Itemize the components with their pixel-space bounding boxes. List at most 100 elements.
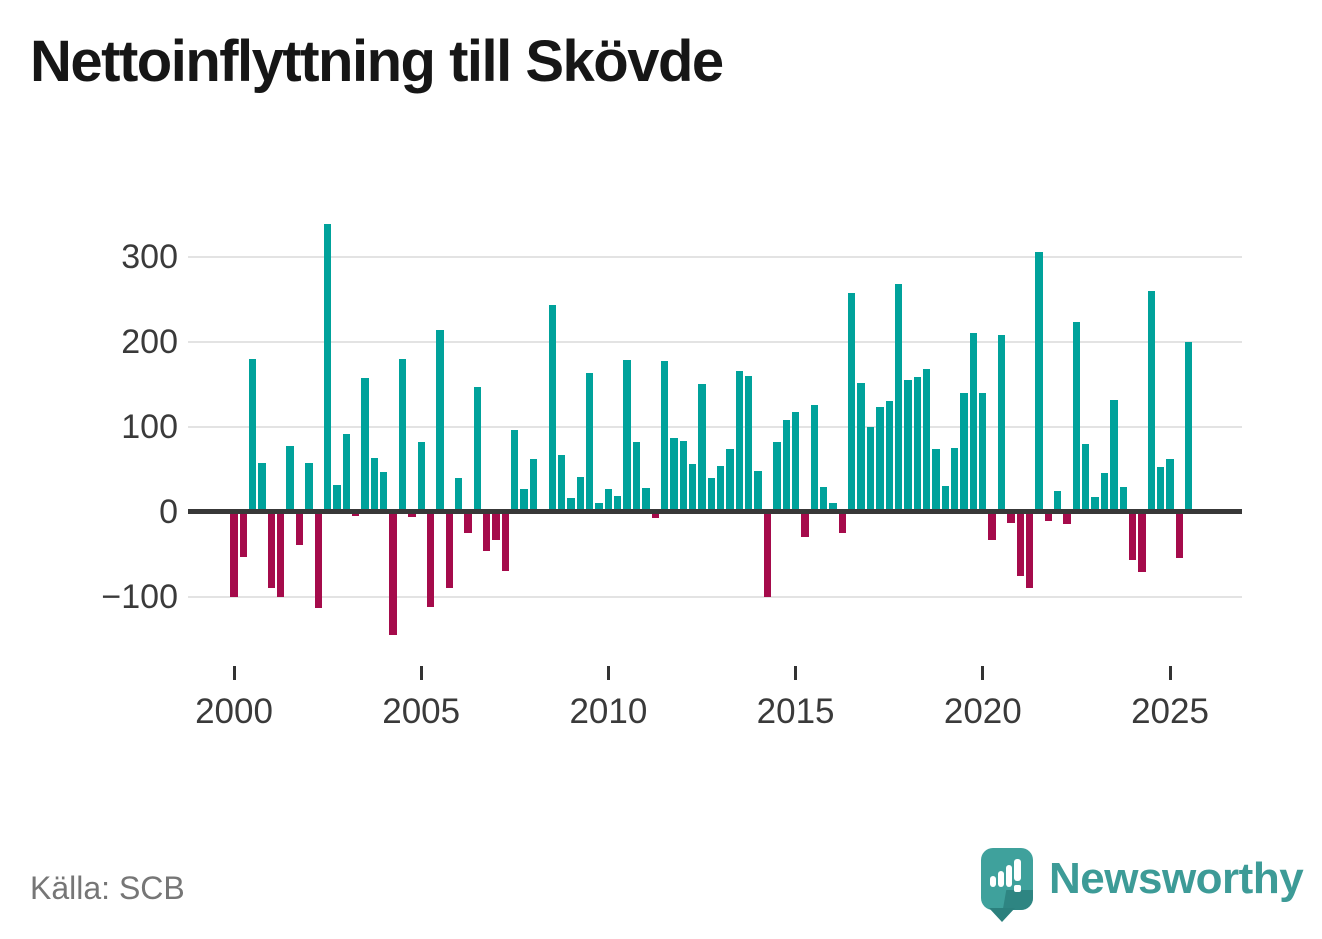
newsworthy-bubble-icon — [981, 848, 1033, 922]
bar — [1063, 511, 1071, 525]
x-axis-label: 2015 — [756, 692, 835, 731]
gridline-y-100 — [188, 595, 1242, 598]
bar — [1100, 473, 1109, 512]
bar — [333, 485, 341, 512]
bar — [1128, 511, 1137, 560]
bar — [501, 511, 510, 571]
bar — [857, 383, 865, 512]
bar — [698, 384, 706, 512]
x-axis-tick — [232, 666, 236, 680]
bar — [1007, 511, 1015, 524]
bar — [604, 489, 613, 512]
bar — [286, 446, 294, 512]
gridline-y200 — [188, 340, 1242, 343]
bar — [735, 371, 744, 512]
bar — [894, 283, 903, 512]
x-axis-tick — [794, 666, 798, 680]
bar — [848, 293, 856, 512]
bar — [520, 488, 528, 512]
exclamation-icon — [1014, 859, 1021, 881]
bar — [726, 449, 734, 512]
bar — [398, 358, 407, 512]
bar — [492, 511, 500, 540]
bar — [454, 477, 463, 512]
bar — [389, 511, 397, 635]
bar — [436, 330, 444, 512]
bar — [445, 511, 453, 588]
bar — [979, 392, 987, 512]
bar — [249, 358, 257, 512]
bar — [1110, 400, 1118, 512]
bar — [997, 334, 1006, 512]
bar — [1185, 341, 1193, 512]
bar — [885, 401, 893, 512]
x-axis-tick — [1168, 666, 1172, 680]
bar — [1035, 252, 1043, 512]
bar — [1082, 443, 1090, 512]
brand-name: Newsworthy — [1049, 854, 1304, 903]
bar — [960, 392, 968, 512]
x-axis-label: 2025 — [1131, 692, 1209, 731]
bar — [670, 437, 678, 512]
bar — [529, 458, 538, 512]
bar — [951, 447, 959, 512]
bar — [305, 463, 313, 512]
bar — [819, 486, 828, 512]
bar — [1091, 497, 1099, 512]
bar — [230, 511, 238, 597]
bar — [473, 386, 482, 512]
bar — [408, 511, 416, 518]
bar — [988, 511, 996, 540]
bar — [922, 368, 931, 512]
bar — [370, 457, 379, 512]
bar — [1025, 511, 1034, 588]
bar — [1175, 511, 1184, 559]
bar — [511, 429, 519, 512]
y-axis-label: 0 — [159, 492, 178, 531]
bar — [323, 224, 332, 512]
gridline-y100 — [188, 425, 1242, 428]
bar — [239, 511, 248, 557]
bar — [380, 471, 388, 512]
bar — [876, 406, 884, 512]
bar — [1147, 290, 1155, 512]
bar — [576, 476, 584, 512]
y-axis-label: 100 — [121, 407, 178, 446]
gridline-y300 — [188, 255, 1242, 258]
y-axis-label: −100 — [101, 577, 178, 616]
bar — [614, 496, 622, 512]
bar — [838, 511, 847, 533]
chart-title: Nettoinflyttning till Skövde — [30, 29, 724, 94]
bar — [941, 486, 950, 512]
bar — [342, 434, 350, 512]
bar — [763, 511, 772, 597]
bar — [782, 419, 790, 512]
bar — [295, 511, 304, 545]
bar — [1016, 511, 1024, 577]
source-note: Källa: SCB — [30, 870, 185, 906]
bar — [904, 379, 912, 512]
y-axis-label: 200 — [121, 322, 178, 361]
zero-baseline — [188, 509, 1242, 514]
bar — [801, 511, 809, 537]
y-axis-label: 300 — [121, 237, 178, 276]
bar — [483, 511, 491, 551]
x-axis-tick — [981, 666, 985, 680]
bar — [567, 497, 575, 512]
bar — [754, 470, 762, 512]
bar — [417, 441, 425, 512]
bar — [267, 511, 276, 588]
bar — [1166, 458, 1174, 512]
bar — [595, 503, 603, 512]
bar — [1072, 321, 1081, 512]
x-axis-tick — [606, 666, 610, 680]
bar — [277, 511, 285, 597]
minibar-icon — [1006, 865, 1012, 887]
bar — [745, 375, 753, 512]
bar — [623, 360, 631, 512]
bar — [866, 426, 875, 512]
bar — [660, 361, 669, 512]
bubble-tail — [989, 908, 1015, 922]
x-axis-label: 2005 — [382, 692, 461, 731]
